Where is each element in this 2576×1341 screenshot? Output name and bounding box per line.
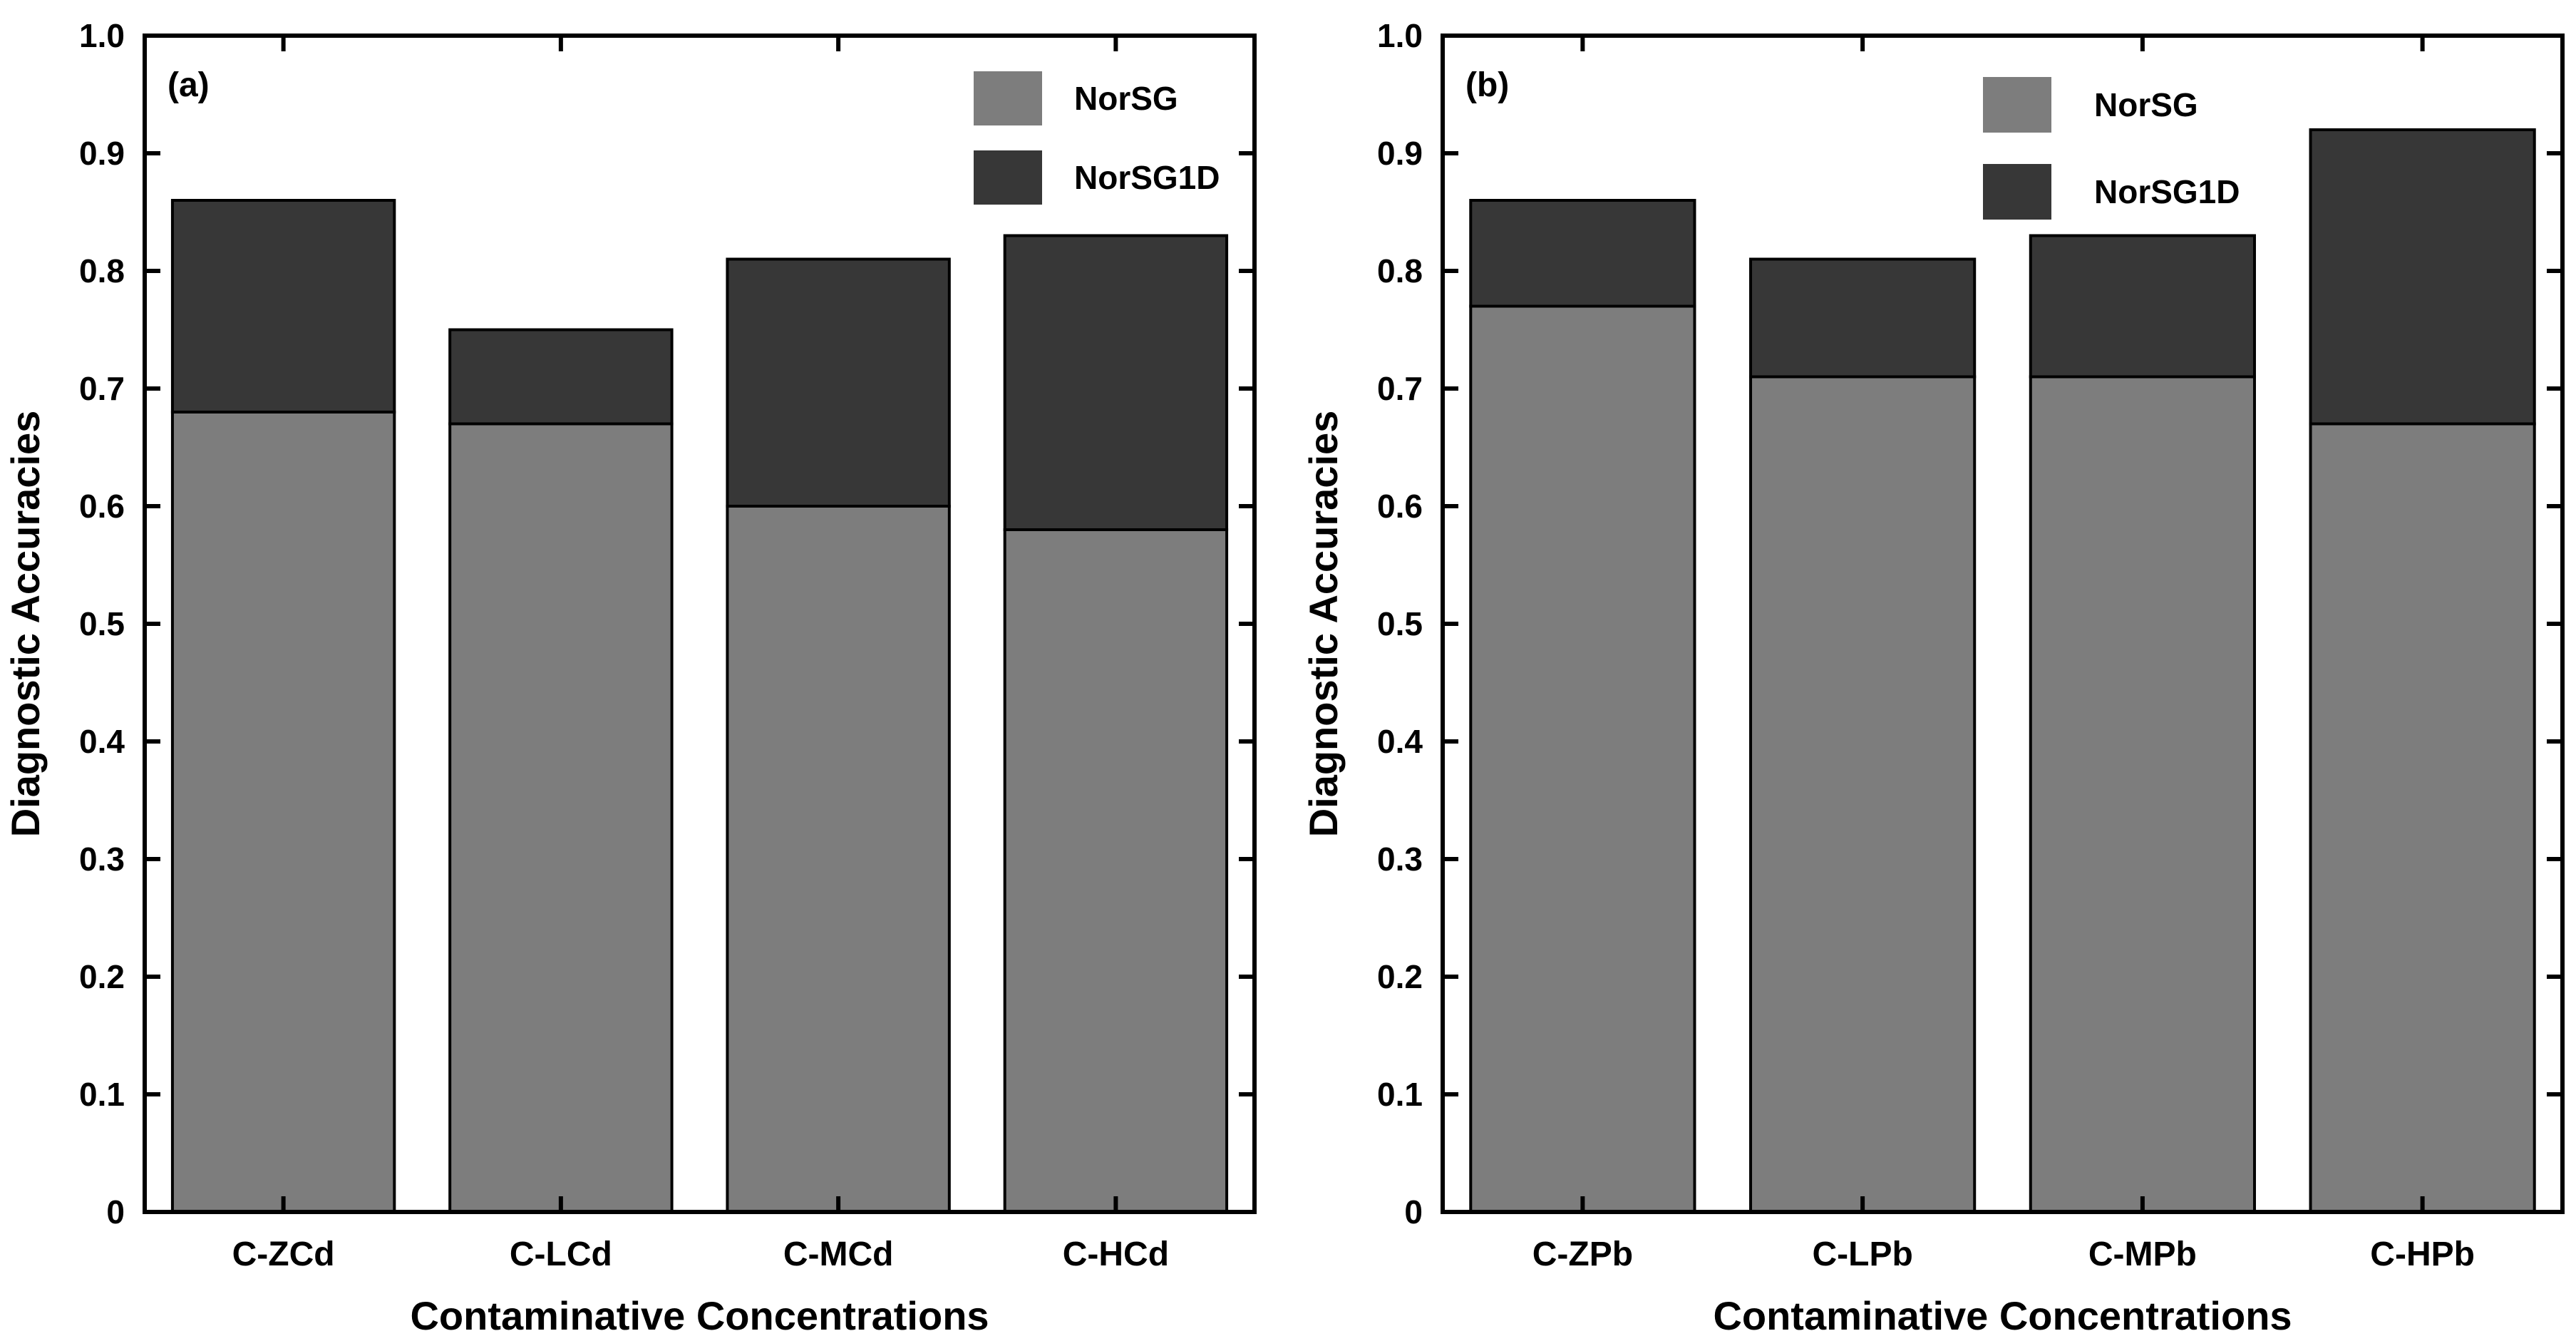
legend-label-norsg: NorSG — [2094, 86, 2198, 123]
bar-segment-norsg-3 — [1003, 528, 1229, 1213]
bar-segment-norsg-3 — [2309, 422, 2536, 1213]
y-tick-label: 0.2 — [1377, 958, 1423, 995]
y-tick-label: 0.3 — [79, 841, 125, 878]
category-label: C-LCd — [510, 1235, 612, 1273]
x-axis-title: Contaminative Concentrations — [1713, 1293, 2292, 1338]
bar-segment-norsg1d-1 — [1749, 257, 1977, 379]
bar-segment-norsg1d-3 — [2309, 128, 2536, 426]
bar-segment-norsg-1 — [1749, 375, 1977, 1213]
category-label: C-LPb — [1812, 1235, 1912, 1273]
chart-b-canvas: 0 0.1 0.2 0.3 0.4 0.5 0.6 0.7 0.8 0.9 1.0 C-ZPb C-LP… — [1301, 17, 2565, 1338]
y-axis-title: Diagnostic Accuracies — [1301, 411, 1346, 838]
bar-segment-norsg1d-3 — [1003, 234, 1229, 531]
category-label: C-ZCd — [232, 1235, 335, 1273]
chart-a-canvas: 0 0.1 0.2 0.3 0.4 0.5 0.6 0.7 0.8 0.9 1.0 C-ZCd C-LC… — [3, 17, 1257, 1338]
bar-segment-norsg-1 — [448, 422, 674, 1213]
bar-segment-norsg1d-0 — [1469, 199, 1696, 308]
panel-b: 0 0.1 0.2 0.3 0.4 0.5 0.6 0.7 0.8 0.9 1.0 C-ZPb C-LP… — [1288, 0, 2576, 1341]
category-label: C-ZPb — [1532, 1235, 1633, 1273]
bar-segment-norsg1d-0 — [170, 199, 396, 413]
y-tick-label: 1.0 — [79, 17, 125, 54]
y-tick-label: 0.1 — [1377, 1076, 1423, 1113]
y-tick-label: 0.4 — [1377, 723, 1423, 760]
y-axis-title: Diagnostic Accuracies — [3, 411, 48, 838]
category-label: C-HCd — [1063, 1235, 1169, 1273]
legend-label-norsg1d: NorSG1D — [2094, 173, 2240, 210]
legend-label-norsg: NorSG — [1074, 80, 1178, 117]
bar-segment-norsg1d-2 — [2029, 234, 2256, 379]
legend-swatch-norsg — [974, 71, 1042, 125]
y-tick-label: 0.9 — [79, 135, 125, 172]
y-tick-label: 0.7 — [79, 370, 125, 407]
bar-segment-norsg1d-1 — [448, 328, 674, 426]
panel-a: 0 0.1 0.2 0.3 0.4 0.5 0.6 0.7 0.8 0.9 1.0 C-ZCd C-LC… — [3, 17, 1257, 1338]
y-tick-label: 0.8 — [79, 252, 125, 289]
y-tick-label: 1.0 — [1377, 17, 1423, 54]
bar-segment-norsg1d-2 — [726, 257, 951, 508]
bar-segment-norsg-2 — [2029, 375, 2256, 1213]
bar-segment-norsg-0 — [170, 411, 396, 1213]
category-label: C-MPb — [2088, 1235, 2197, 1273]
panel-label: (a) — [168, 66, 210, 104]
y-tick-label: 0.4 — [79, 723, 125, 760]
y-tick-label: 0.2 — [79, 958, 125, 995]
legend-swatch-norsg — [1983, 77, 2051, 133]
y-tick-label: 0.5 — [79, 605, 125, 642]
y-tick-label: 0 — [106, 1193, 125, 1230]
bar-segment-norsg-2 — [726, 505, 951, 1213]
y-tick-label: 0.6 — [79, 488, 125, 525]
legend-swatch-norsg1d — [974, 150, 1042, 205]
y-tick-label: 0.7 — [1377, 370, 1423, 407]
y-tick-label: 0 — [1404, 1193, 1423, 1230]
x-axis-title: Contaminative Concentrations — [410, 1293, 989, 1338]
bar-segment-norsg-0 — [1469, 304, 1696, 1213]
legend-label-norsg1d: NorSG1D — [1074, 159, 1220, 196]
y-tick-label: 0.1 — [79, 1076, 125, 1113]
legend-swatch-norsg1d — [1983, 164, 2051, 220]
panel-label: (b) — [1465, 66, 1509, 104]
category-label: C-MCd — [783, 1235, 894, 1273]
category-label: C-HPb — [2370, 1235, 2475, 1273]
y-tick-label: 0.8 — [1377, 252, 1423, 289]
y-tick-label: 0.3 — [1377, 841, 1423, 878]
y-tick-label: 0.5 — [1377, 605, 1423, 642]
y-tick-label: 0.9 — [1377, 135, 1423, 172]
y-tick-label: 0.6 — [1377, 488, 1423, 525]
